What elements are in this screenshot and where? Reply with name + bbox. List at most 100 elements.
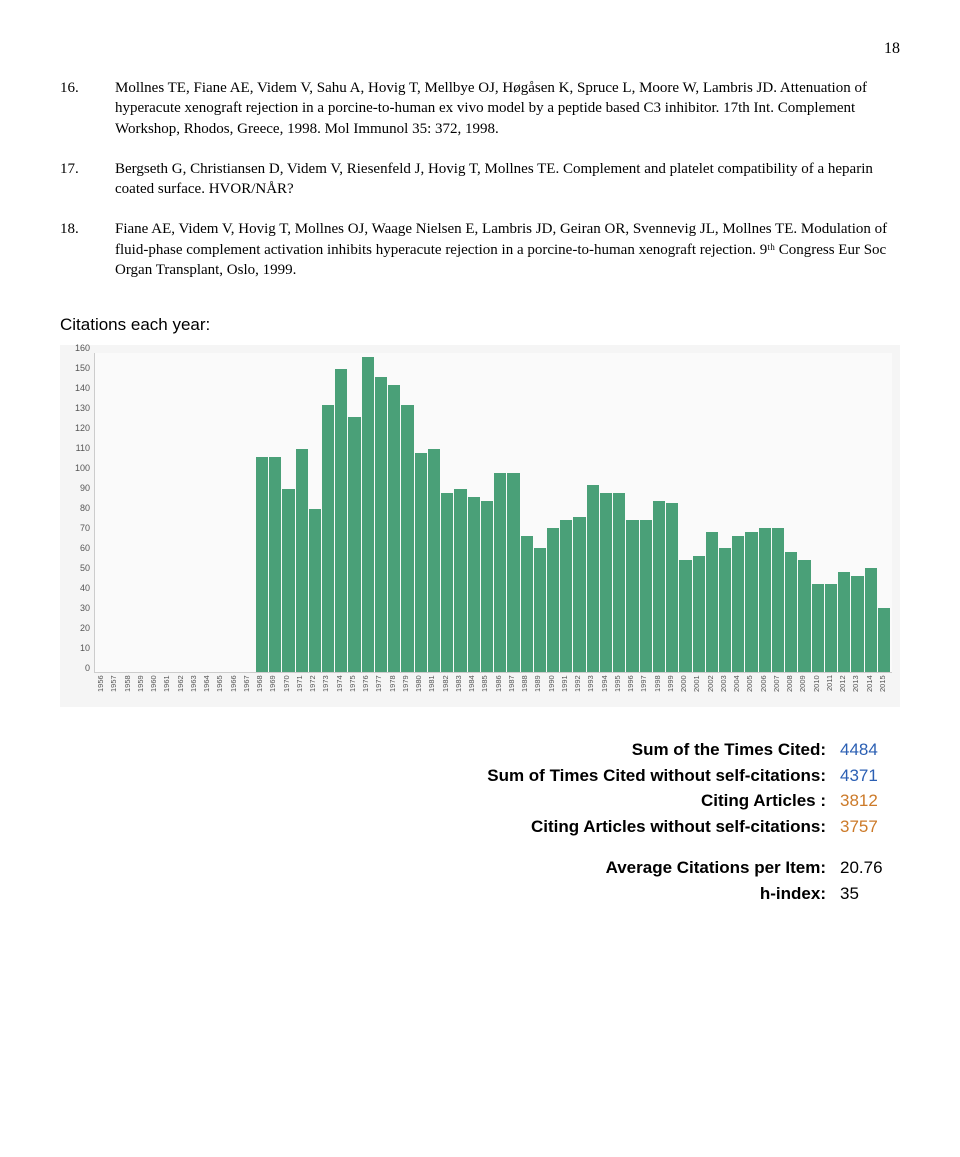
metric-row: h-index:35	[60, 881, 900, 907]
chart-bar	[309, 509, 321, 672]
chart-y-axis: 0102030405060708090100110120130140150160	[68, 353, 94, 673]
reference-number: 17.	[60, 159, 115, 200]
reference-text: Fiane AE, Videm V, Hovig T, Mollnes OJ, …	[115, 219, 900, 280]
metric-row: Citing Articles without self-citations: 3…	[60, 814, 900, 840]
chart-bar	[375, 377, 387, 672]
chart-bar	[415, 453, 427, 672]
chart-bar	[481, 501, 493, 672]
metric-row: Citing Articles :3812	[60, 788, 900, 814]
chart-bar	[362, 357, 374, 672]
chart-bar	[719, 548, 731, 672]
chart-bar	[865, 568, 877, 672]
x-tick: 1985	[480, 675, 492, 703]
metric-label: Citing Articles without self-citations:	[531, 814, 826, 840]
x-tick: 1964	[202, 675, 214, 703]
x-tick: 2008	[785, 675, 797, 703]
metric-value: 3757	[840, 814, 900, 840]
chart-bar	[878, 608, 890, 672]
x-tick: 1986	[494, 675, 506, 703]
x-tick: 1977	[374, 675, 386, 703]
x-tick: 2011	[825, 675, 837, 703]
chart-bar	[335, 369, 347, 672]
x-tick: 1956	[96, 675, 108, 703]
x-tick: 1989	[533, 675, 545, 703]
metric-value: 4484	[840, 737, 900, 763]
x-tick: 1971	[295, 675, 307, 703]
x-tick: 1978	[388, 675, 400, 703]
chart-bar	[587, 485, 599, 672]
x-tick: 2012	[838, 675, 850, 703]
metric-row: Average Citations per Item:20.76	[60, 855, 900, 881]
metric-label: Sum of the Times Cited:	[632, 737, 826, 763]
chart-bar	[825, 584, 837, 672]
citation-metrics: Sum of the Times Cited: 4484 Sum of Times …	[60, 737, 900, 906]
x-tick: 1987	[507, 675, 519, 703]
metric-value: 35	[840, 881, 900, 907]
x-tick: 1969	[268, 675, 280, 703]
x-tick: 1973	[321, 675, 333, 703]
x-tick: 2014	[865, 675, 877, 703]
x-tick: 1965	[215, 675, 227, 703]
chart-bar	[573, 517, 585, 673]
chart-bar	[812, 584, 824, 672]
chart-bar	[454, 489, 466, 672]
x-tick: 1961	[162, 675, 174, 703]
chart-plot-area	[94, 353, 892, 673]
chart-bar	[798, 560, 810, 672]
x-tick: 1975	[348, 675, 360, 703]
chart-bar	[653, 501, 665, 672]
reference-number: 16.	[60, 78, 115, 139]
chart-bar	[269, 457, 281, 672]
x-tick: 1974	[335, 675, 347, 703]
x-tick: 1983	[454, 675, 466, 703]
chart-bar	[547, 528, 559, 672]
x-tick: 2000	[679, 675, 691, 703]
x-tick: 1966	[229, 675, 241, 703]
x-tick: 1979	[401, 675, 413, 703]
chart-bar	[282, 489, 294, 672]
chart-x-axis: 1956195719581959196019611962196319641965…	[94, 675, 892, 703]
x-tick: 2001	[692, 675, 704, 703]
chart-bar	[613, 493, 625, 672]
chart-bar	[851, 576, 863, 672]
chart-title: Citations each year:	[60, 315, 900, 335]
metric-label: Sum of Times Cited without self-citation…	[487, 763, 826, 789]
chart-bar	[296, 449, 308, 672]
x-tick: 1970	[282, 675, 294, 703]
x-tick: 2015	[878, 675, 890, 703]
chart-bar	[693, 556, 705, 672]
x-tick: 1993	[586, 675, 598, 703]
x-tick: 2009	[798, 675, 810, 703]
chart-bar	[388, 385, 400, 672]
x-tick: 1981	[427, 675, 439, 703]
chart-bar	[560, 520, 572, 672]
x-tick: 2007	[772, 675, 784, 703]
x-tick: 1990	[547, 675, 559, 703]
metric-label: Citing Articles :	[701, 788, 826, 814]
x-tick: 2010	[812, 675, 824, 703]
x-tick: 1967	[242, 675, 254, 703]
x-tick: 2002	[706, 675, 718, 703]
chart-bar	[785, 552, 797, 672]
x-tick: 2005	[745, 675, 757, 703]
x-tick: 2013	[851, 675, 863, 703]
x-tick: 2006	[759, 675, 771, 703]
x-tick: 1984	[467, 675, 479, 703]
chart-bar	[626, 520, 638, 672]
chart-bar	[679, 560, 691, 672]
x-tick: 1991	[560, 675, 572, 703]
x-tick: 1996	[626, 675, 638, 703]
x-tick: 1958	[123, 675, 135, 703]
x-tick: 1998	[653, 675, 665, 703]
references-list: 16.Mollnes TE, Fiane AE, Videm V, Sahu A…	[60, 78, 900, 280]
x-tick: 1976	[361, 675, 373, 703]
x-tick: 1999	[666, 675, 678, 703]
x-tick: 1980	[414, 675, 426, 703]
chart-bar	[600, 493, 612, 672]
x-tick: 1982	[441, 675, 453, 703]
chart-bar	[507, 473, 519, 672]
page-number: 18	[60, 40, 900, 58]
reference-number: 18.	[60, 219, 115, 280]
x-tick: 1957	[109, 675, 121, 703]
x-tick: 1962	[176, 675, 188, 703]
